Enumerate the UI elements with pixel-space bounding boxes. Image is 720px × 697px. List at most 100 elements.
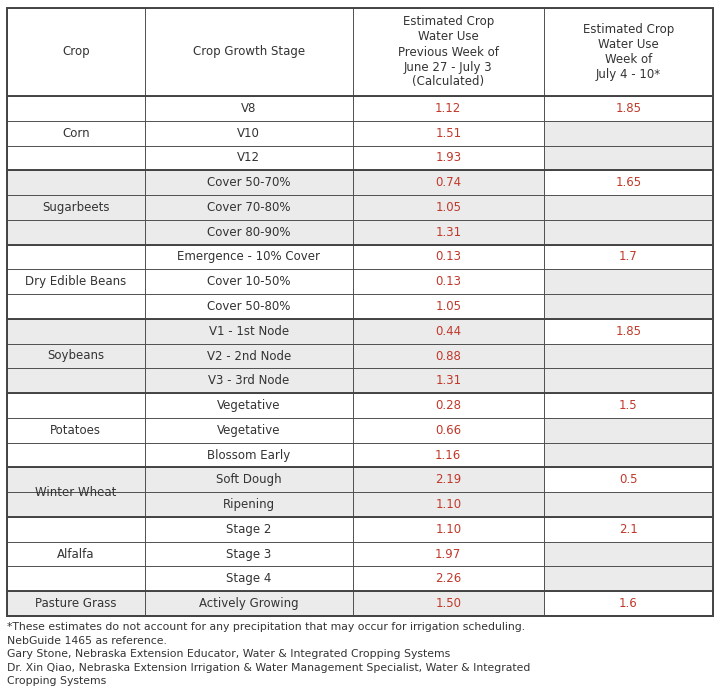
Text: 0.44: 0.44 [435, 325, 462, 338]
Text: 1.50: 1.50 [436, 597, 462, 610]
Text: Alfalfa: Alfalfa [57, 548, 94, 560]
Bar [353, 517, 544, 542]
Bar [7, 468, 145, 492]
Text: Winter Wheat: Winter Wheat [35, 486, 117, 498]
Bar [353, 468, 544, 492]
Bar [544, 468, 713, 492]
Text: Soybeans: Soybeans [48, 349, 104, 362]
Text: Pasture Grass: Pasture Grass [35, 597, 117, 610]
Bar [7, 195, 145, 220]
Bar [7, 344, 145, 369]
Bar [544, 121, 713, 146]
Bar [353, 195, 544, 220]
Text: Vegetative: Vegetative [217, 424, 281, 437]
Bar [544, 517, 713, 542]
Bar [145, 567, 353, 591]
Bar [544, 418, 713, 443]
Text: 0.5: 0.5 [619, 473, 637, 487]
Text: Stage 3: Stage 3 [226, 548, 271, 560]
Text: Vegetative: Vegetative [217, 399, 281, 412]
Bar [7, 245, 145, 269]
Bar [145, 443, 353, 468]
Bar [145, 542, 353, 567]
Bar [353, 369, 544, 393]
Text: 1.51: 1.51 [435, 127, 462, 139]
Bar [353, 344, 544, 369]
Bar [145, 170, 353, 195]
Bar [7, 170, 145, 195]
Bar [353, 294, 544, 319]
Bar [145, 146, 353, 170]
Text: 1.65: 1.65 [615, 176, 642, 189]
Text: 1.93: 1.93 [435, 151, 462, 164]
Bar [145, 8, 353, 96]
Bar [7, 146, 145, 170]
Text: 1.7: 1.7 [619, 250, 638, 263]
Bar [7, 294, 145, 319]
Text: 1.85: 1.85 [616, 102, 642, 115]
Bar [7, 369, 145, 393]
Bar [145, 245, 353, 269]
Bar [145, 220, 353, 245]
Bar [145, 591, 353, 616]
Bar [353, 492, 544, 517]
Bar [353, 8, 544, 96]
Bar [544, 294, 713, 319]
Text: Crop Growth Stage: Crop Growth Stage [193, 45, 305, 59]
Bar [145, 121, 353, 146]
Bar [145, 393, 353, 418]
Bar [353, 319, 544, 344]
Bar [544, 8, 713, 96]
Text: 1.31: 1.31 [435, 374, 462, 388]
Text: 1.05: 1.05 [436, 300, 462, 313]
Text: Blossom Early: Blossom Early [207, 449, 290, 461]
Bar [353, 146, 544, 170]
Bar [353, 121, 544, 146]
Bar [544, 369, 713, 393]
Bar [544, 492, 713, 517]
Bar [7, 8, 145, 96]
Text: 1.10: 1.10 [435, 523, 462, 536]
Bar [7, 443, 145, 468]
Text: Potatoes: Potatoes [50, 424, 102, 437]
Bar [145, 468, 353, 492]
Bar [544, 96, 713, 121]
Bar [544, 542, 713, 567]
Bar [7, 319, 145, 344]
Text: 1.31: 1.31 [435, 226, 462, 238]
Text: V3 - 3rd Node: V3 - 3rd Node [208, 374, 289, 388]
Bar [145, 344, 353, 369]
Bar [353, 245, 544, 269]
Text: Soft Dough: Soft Dough [216, 473, 282, 487]
Bar [7, 567, 145, 591]
Bar [7, 96, 145, 121]
Text: *These estimates do not account for any precipitation that may occur for irrigat: *These estimates do not account for any … [7, 622, 531, 687]
Text: 1.97: 1.97 [435, 548, 462, 560]
Text: 2.26: 2.26 [435, 572, 462, 585]
Text: 1.6: 1.6 [619, 597, 638, 610]
Text: Cover 50-70%: Cover 50-70% [207, 176, 291, 189]
Text: Ripening: Ripening [222, 498, 275, 511]
Bar [7, 492, 145, 517]
Bar [145, 195, 353, 220]
Bar [544, 591, 713, 616]
Text: Estimated Crop
Water Use
Previous Week of
June 27 - July 3
(Calculated): Estimated Crop Water Use Previous Week o… [398, 15, 499, 89]
Text: Crop: Crop [62, 45, 90, 59]
Bar [145, 492, 353, 517]
Text: V8: V8 [241, 102, 256, 115]
Bar [145, 269, 353, 294]
Bar [7, 418, 145, 443]
Text: 1.5: 1.5 [619, 399, 638, 412]
Bar [353, 269, 544, 294]
Bar [353, 96, 544, 121]
Text: 0.74: 0.74 [435, 176, 462, 189]
Bar [353, 542, 544, 567]
Text: Cover 70-80%: Cover 70-80% [207, 201, 291, 214]
Bar [544, 443, 713, 468]
Bar [353, 418, 544, 443]
Text: V1 - 1st Node: V1 - 1st Node [209, 325, 289, 338]
Text: Cover 50-80%: Cover 50-80% [207, 300, 290, 313]
Bar [544, 195, 713, 220]
Bar [544, 220, 713, 245]
Bar [145, 517, 353, 542]
